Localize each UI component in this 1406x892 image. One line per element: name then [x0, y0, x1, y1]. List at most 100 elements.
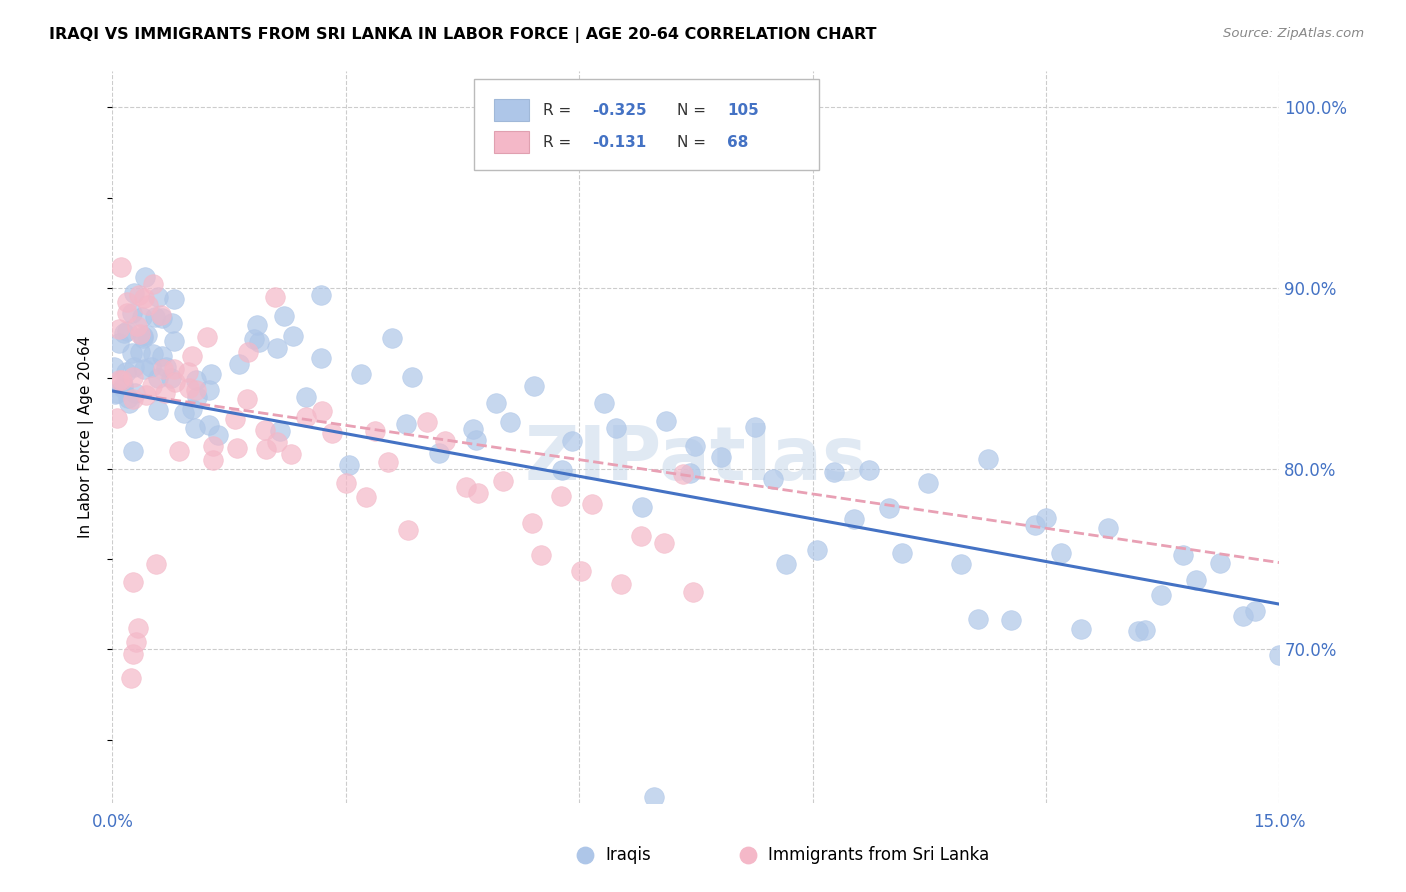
Text: Immigrants from Sri Lanka: Immigrants from Sri Lanka: [768, 847, 990, 864]
Point: [180, 349, 202, 363]
Point: [131, 310, 153, 324]
Point: [118, 395, 141, 409]
Point: [110, 260, 132, 274]
Point: [236, 392, 259, 406]
Point: [381, 331, 404, 345]
Point: [266, 341, 288, 355]
Point: [485, 396, 508, 410]
Point: [823, 465, 845, 479]
Point: [891, 546, 914, 560]
Point: [364, 424, 387, 438]
Point: [1000, 614, 1022, 628]
Point: [1035, 511, 1057, 525]
Point: [108, 373, 131, 387]
Text: -0.325: -0.325: [592, 103, 647, 118]
Point: [377, 455, 399, 469]
Point: [135, 328, 157, 343]
Point: [246, 318, 269, 332]
Point: [139, 359, 162, 374]
Point: [121, 443, 143, 458]
Point: [112, 326, 135, 340]
Point: [550, 489, 572, 503]
Point: [207, 428, 229, 442]
Point: [111, 380, 134, 394]
Point: [201, 452, 224, 467]
Point: [281, 328, 304, 343]
Point: [115, 306, 138, 320]
Point: [630, 529, 652, 543]
Point: [679, 467, 702, 481]
Point: [593, 396, 616, 410]
Point: [124, 359, 146, 374]
Point: [295, 390, 318, 404]
Point: [167, 443, 190, 458]
Point: [309, 351, 332, 366]
FancyBboxPatch shape: [474, 78, 818, 170]
Point: [149, 308, 172, 322]
Text: R =: R =: [543, 135, 576, 150]
Point: [427, 446, 450, 460]
Point: [1097, 521, 1119, 535]
Point: [266, 435, 288, 450]
Text: IRAQI VS IMMIGRANTS FROM SRI LANKA IN LABOR FORCE | AGE 20-64 CORRELATION CHART: IRAQI VS IMMIGRANTS FROM SRI LANKA IN LA…: [49, 27, 877, 43]
Point: [273, 309, 295, 323]
Point: [104, 387, 127, 401]
Point: [148, 371, 170, 385]
Point: [1126, 624, 1149, 638]
Point: [105, 410, 128, 425]
Point: [463, 422, 485, 436]
Point: [103, 359, 125, 374]
Point: [141, 379, 163, 393]
Point: [1050, 546, 1073, 560]
Point: [1185, 573, 1208, 587]
Text: 105: 105: [727, 103, 759, 118]
Point: [165, 375, 187, 389]
Point: [761, 471, 783, 485]
Point: [226, 441, 249, 455]
Point: [247, 334, 270, 349]
Point: [264, 290, 287, 304]
Point: [142, 277, 165, 291]
Point: [177, 381, 200, 395]
Point: [163, 362, 186, 376]
Point: [122, 370, 145, 384]
Point: [184, 373, 207, 387]
Point: [551, 463, 574, 477]
Point: [200, 368, 222, 382]
Point: [254, 423, 277, 437]
Point: [162, 334, 184, 348]
Point: [977, 451, 1000, 466]
Point: [321, 425, 343, 440]
Point: [121, 305, 143, 319]
Point: [127, 621, 149, 635]
Point: [280, 447, 302, 461]
Point: [569, 564, 592, 578]
Text: N =: N =: [678, 135, 711, 150]
Point: [121, 346, 143, 360]
Point: [155, 359, 177, 374]
Point: [1173, 548, 1195, 562]
Point: [114, 365, 136, 379]
Point: [1133, 624, 1156, 638]
Point: [108, 322, 131, 336]
Point: [108, 335, 131, 350]
Point: [966, 612, 988, 626]
Point: [1208, 556, 1230, 570]
Point: [122, 647, 145, 661]
Point: [683, 439, 706, 453]
Point: [396, 523, 419, 537]
Point: [498, 415, 520, 429]
Point: [195, 330, 218, 344]
Point: [238, 345, 260, 359]
Point: [121, 392, 143, 407]
Point: [354, 490, 377, 504]
Point: [127, 319, 149, 334]
Point: [224, 412, 246, 426]
Point: [492, 474, 515, 488]
Text: ZIPatlas: ZIPatlas: [524, 423, 868, 496]
Point: [561, 434, 583, 449]
Point: [434, 434, 457, 449]
Point: [111, 373, 134, 387]
Point: [128, 288, 150, 302]
Point: [129, 344, 152, 359]
